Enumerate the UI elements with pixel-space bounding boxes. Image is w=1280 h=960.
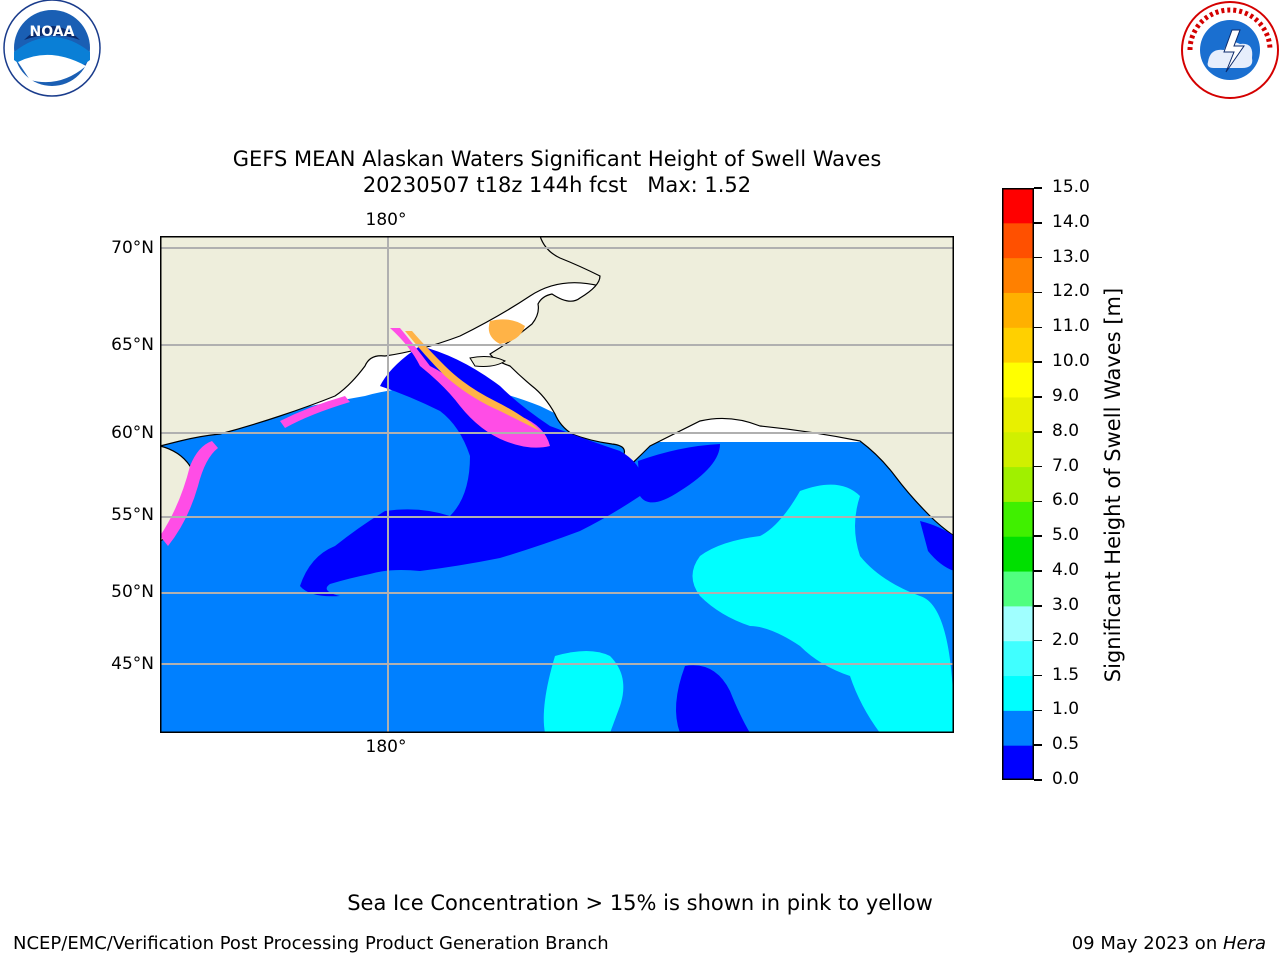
- colorbar-tick-label: 2.0: [1052, 629, 1080, 650]
- colorbar-segment: [1002, 292, 1034, 328]
- colorbar-label: Significant Height of Swell Waves [m]: [1101, 287, 1125, 683]
- colorbar-tick: [1034, 256, 1042, 259]
- colorbar-segment: [1002, 466, 1034, 502]
- colorbar-segment: [1002, 501, 1034, 537]
- sea-ice-anadyr: [280, 396, 350, 428]
- colorbar-segment: [1002, 188, 1034, 224]
- noaa-logo-text: NOAA: [30, 24, 75, 40]
- graticule: [160, 236, 954, 733]
- noaa-logo: NOAA: [3, 0, 101, 97]
- map-title: GEFS MEAN Alaskan Waters Significant Hei…: [160, 146, 954, 198]
- colorbar-segment: [1002, 257, 1034, 293]
- colorbar-tick-label: 15.0: [1052, 177, 1090, 197]
- colorbar-tick: [1034, 674, 1042, 677]
- footer-machine: Hera: [1222, 933, 1266, 954]
- colorbar-tick: [1034, 779, 1042, 781]
- colorbar-segment: [1002, 710, 1034, 746]
- colorbar-segment: [1002, 605, 1034, 642]
- lat-label-70: 70°N: [111, 238, 154, 258]
- sea-ice-norton-sound: [488, 319, 525, 344]
- map-title-line1: GEFS MEAN Alaskan Waters Significant Hei…: [232, 147, 882, 171]
- swell-0-0.5-gulf: [638, 444, 720, 503]
- colorbar-tick: [1034, 222, 1042, 224]
- land-st-lawrence-island: [469, 356, 506, 367]
- colorbar-tick-label: 5.0: [1052, 525, 1080, 546]
- footer-branch: NCEP/EMC/Verification Post Processing Pr…: [13, 933, 609, 954]
- swell-0-0.5-bering: [300, 346, 643, 597]
- lat-label-50: 50°N: [111, 582, 154, 602]
- footer-date: 09 May 2023 on Hera: [1072, 933, 1266, 954]
- colorbar-tick-label: 0.0: [1052, 769, 1080, 789]
- colorbar-tick: [1034, 431, 1042, 433]
- swell-0-0.5-coast: [920, 521, 954, 571]
- colorbar-tick: [1034, 187, 1042, 189]
- colorbar-tick-label: 1.0: [1052, 699, 1080, 720]
- colorbar-tick: [1034, 465, 1042, 468]
- colorbar-tick-label: 0.5: [1052, 734, 1080, 755]
- colorbar-segment: [1002, 362, 1034, 398]
- land-alaska: [489, 236, 954, 537]
- colorbar-segment: [1002, 571, 1034, 607]
- footer-date-text: 09 May 2023 on: [1071, 933, 1223, 954]
- swell-0-0.5-pacific: [676, 665, 750, 733]
- colorbar-tick-label: 4.0: [1052, 560, 1080, 581]
- colorbar-tick: [1034, 291, 1042, 294]
- colorbar-segment: [1002, 396, 1034, 433]
- lat-label-55: 55°N: [111, 505, 154, 525]
- colorbar-tick-label: 6.0: [1052, 490, 1080, 511]
- colorbar-tick-label: 1.5: [1052, 664, 1080, 685]
- colorbar-tick: [1034, 639, 1042, 642]
- colorbar-tick-label: 10.0: [1052, 351, 1090, 372]
- colorbar-tick: [1034, 535, 1042, 537]
- colorbar-segment: [1002, 536, 1034, 572]
- colorbar-segment: [1002, 745, 1034, 780]
- colorbar: [1002, 188, 1034, 780]
- colorbar-segment: [1002, 640, 1034, 677]
- colorbar-segment: [1002, 431, 1034, 468]
- map-title-line2: 20230507 t18z 144h fcst Max: 1.52: [362, 173, 752, 197]
- colorbar-segment: [1002, 327, 1034, 363]
- colorbar-tick: [1034, 326, 1042, 329]
- colorbar-tick: [1034, 570, 1042, 572]
- map-panel: [160, 236, 954, 733]
- colorbar-tick: [1034, 500, 1042, 503]
- colorbar-tick-label: 8.0: [1052, 420, 1080, 441]
- colorbar-segment: [1002, 675, 1034, 711]
- colorbar-tick: [1034, 744, 1042, 746]
- lon-label-bottom: 180°: [365, 737, 407, 757]
- lat-label-65: 65°N: [111, 335, 154, 355]
- colorbar-tick-label: 9.0: [1052, 385, 1080, 406]
- lon-label-top: 180°: [365, 210, 407, 230]
- colorbar-tick-label: 14.0: [1052, 211, 1090, 232]
- swell-1.0-1.5-south: [543, 651, 624, 733]
- sea-ice-edge-inner: [405, 331, 540, 431]
- colorbar-tick-label: 13.0: [1052, 246, 1090, 267]
- colorbar-tick: [1034, 605, 1042, 607]
- sea-ice-note: Sea Ice Concentration > 15% is shown in …: [347, 891, 933, 915]
- land-siberia: [160, 236, 601, 447]
- colorbar-tick: [1034, 396, 1042, 398]
- swell-1.0-1.5-east: [692, 484, 954, 733]
- colorbar-segment: [1002, 222, 1034, 259]
- sea-ice-edge: [390, 328, 550, 448]
- nws-logo: [1181, 1, 1279, 99]
- colorbar-tick-label: 11.0: [1052, 316, 1090, 337]
- colorbar-tick-label: 7.0: [1052, 455, 1080, 476]
- colorbar-tick-label: 12.0: [1052, 281, 1090, 302]
- sea-ice-coast-west: [160, 441, 218, 546]
- lat-label-60: 60°N: [111, 423, 154, 443]
- colorbar-tick: [1034, 361, 1042, 363]
- lat-label-45: 45°N: [111, 654, 154, 674]
- colorbar-tick-label: 3.0: [1052, 594, 1080, 615]
- colorbar-tick: [1034, 709, 1042, 712]
